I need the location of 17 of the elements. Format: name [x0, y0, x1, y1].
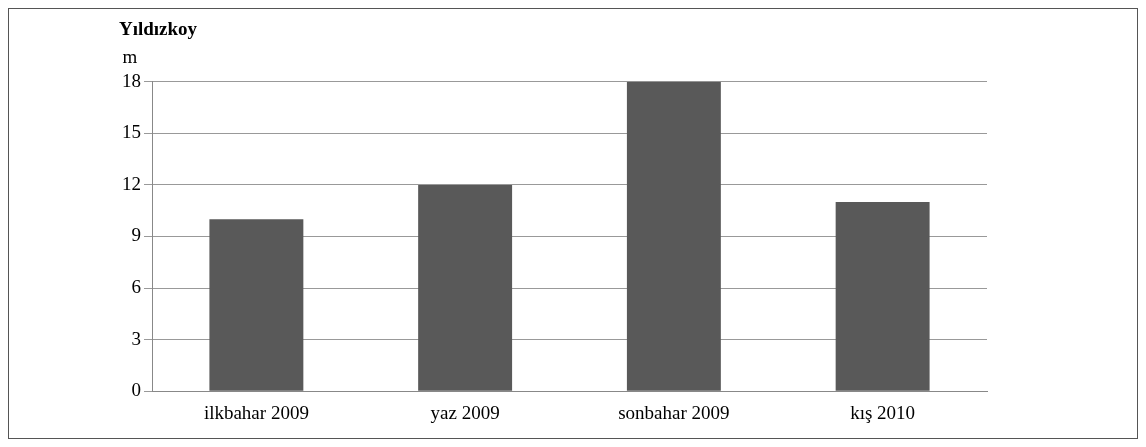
- y-tick-label: 6: [131, 276, 141, 298]
- y-tick-label: 12: [122, 172, 141, 194]
- y-tick-label: 15: [122, 121, 141, 143]
- bar: [835, 202, 930, 391]
- bar: [209, 219, 304, 391]
- y-tick-label: 3: [131, 327, 141, 349]
- chart-title: Yıldızkoy: [119, 18, 198, 40]
- x-tick-label: kış 2010: [850, 401, 916, 423]
- y-tick-label: 18: [122, 69, 141, 91]
- y-tick-label: 9: [131, 224, 141, 246]
- bar: [626, 81, 721, 391]
- y-axis-title: m: [122, 46, 138, 68]
- y-tick-label: 0: [131, 379, 141, 401]
- x-tick-label: ilkbahar 2009: [203, 401, 309, 423]
- bar: [418, 184, 513, 391]
- x-tick-label: yaz 2009: [430, 401, 500, 423]
- x-tick-label: sonbahar 2009: [618, 401, 730, 423]
